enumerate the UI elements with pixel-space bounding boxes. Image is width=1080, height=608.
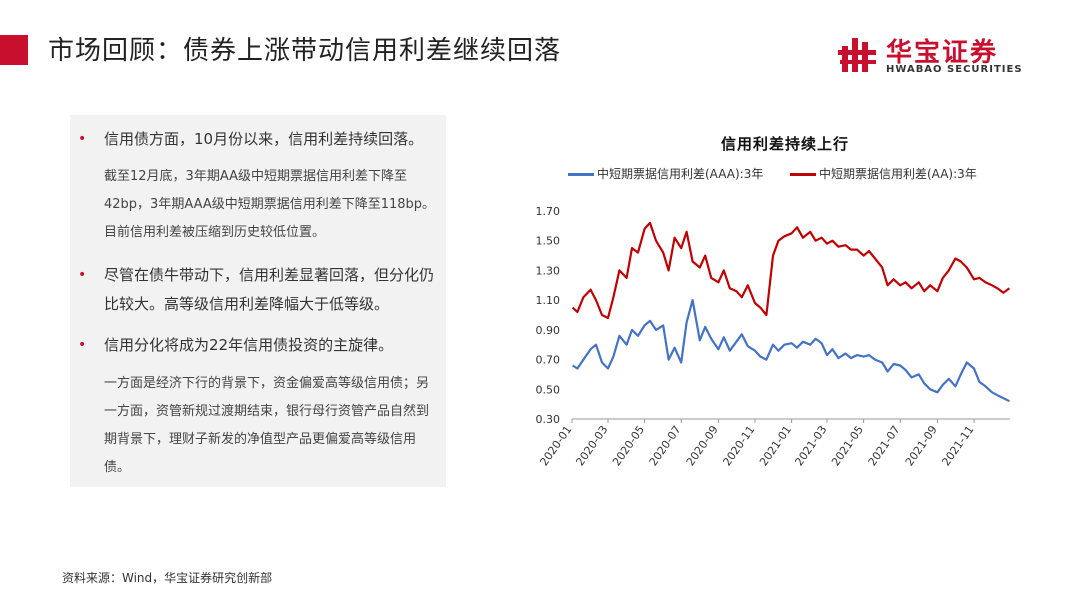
title-accent-bar: [0, 35, 28, 65]
legend-item-aa: 中短期票据信用利差(AA):3年: [790, 165, 977, 182]
bullet-text: 尽管在债牛带动下，信用利差显著回落，但分化仍比较大。高等级信用利差降幅大于低等级…: [104, 266, 435, 313]
x-tick-label: 2021-09: [903, 423, 940, 468]
series-line-aaa: [572, 299, 1010, 403]
y-tick-label: 0.30: [536, 413, 561, 426]
y-tick-label: 0.70: [536, 354, 561, 367]
detail-paragraph: 截至12月底，3年期AA级中短期票据信用利差下降至42bp，3年期AAA级中短期…: [104, 169, 436, 240]
logo-chinese-name: 华宝证券: [886, 38, 999, 68]
legend-label-aaa: 中短期票据信用利差(AAA):3年: [597, 167, 764, 181]
bullet-dot-icon: •: [78, 337, 87, 353]
x-tick-label: 2020-11: [720, 423, 757, 468]
x-tick-label: 2021-01: [757, 423, 794, 468]
company-logo: 华宝证券 HWABAO SECURITIES: [838, 32, 1038, 78]
legend-swatch-aaa: [568, 173, 594, 176]
y-tick-label: 0.90: [536, 324, 561, 337]
bullet-text: 信用债方面，10月份以来，信用利差持续回落。: [104, 130, 424, 148]
x-tick-label: 2021-11: [939, 423, 976, 468]
x-tick-label: 2020-07: [647, 423, 684, 468]
logo-mark-icon: [838, 38, 876, 72]
x-tick-label: 2020-01: [537, 423, 574, 468]
x-tick-label: 2021-03: [792, 423, 829, 468]
legend-swatch-aa: [790, 173, 816, 176]
detail-paragraph: 一方面是经济下行的背景下，资金偏爱高等级信用债；另一方面，资管新规过渡期结束，银…: [104, 376, 430, 475]
y-tick-label: 1.70: [536, 205, 561, 218]
bullet-text: 信用分化将成为22年信用债投资的主旋律。: [104, 336, 394, 354]
source-note: 资料来源：Wind，华宝证券研究创新部: [62, 571, 273, 585]
chart-legend: 中短期票据信用利差(AAA):3年 中短期票据信用利差(AA):3年: [568, 165, 1048, 185]
bullet-dot-icon: •: [78, 131, 87, 147]
y-tick-label: 1.10: [536, 294, 561, 307]
chart-plot-area: 1.701.501.301.100.900.700.500.302020-012…: [536, 205, 1011, 468]
legend-item-aaa: 中短期票据信用利差(AAA):3年: [568, 165, 763, 182]
x-tick-label: 2021-05: [829, 423, 866, 468]
chart-title: 信用利差持续上行: [720, 135, 849, 153]
x-tick-label: 2021-07: [866, 423, 903, 468]
bullet-dot-icon: •: [78, 267, 87, 283]
x-tick-label: 2020-09: [684, 423, 721, 468]
x-tick-label: 2020-05: [610, 423, 647, 468]
page-title: 市场回顾：债券上涨带动信用利差继续回落: [48, 36, 562, 66]
logo-english-name: HWABAO SECURITIES: [886, 64, 1023, 75]
y-tick-label: 0.50: [536, 383, 561, 396]
y-tick-label: 1.30: [536, 264, 561, 277]
y-tick-label: 1.50: [536, 235, 561, 248]
legend-label-aa: 中短期票据信用利差(AA):3年: [819, 167, 977, 181]
credit-spread-chart: 1.70 1.50 1.30 1.10 0.90 0.70 0.50 0.30 2020-01 2…: [520, 125, 1040, 480]
series-line-aa: [571, 221, 1011, 320]
commentary-panel: • 信用债方面，10月份以来，信用利差持续回落。 截至12月底，3年期AA级中短…: [70, 115, 446, 487]
x-tick-label: 2020-03: [573, 423, 610, 468]
